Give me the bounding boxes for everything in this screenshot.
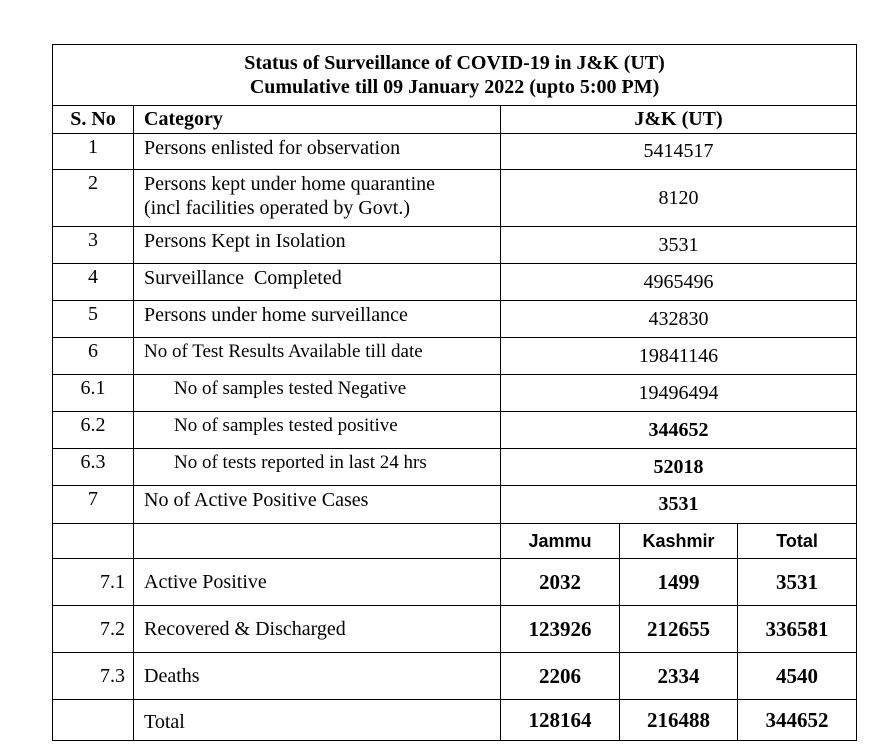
split-header-jammu: Jammu: [500, 523, 620, 559]
split-header-blank-sno: [52, 523, 134, 559]
row-value: 5414517: [499, 133, 858, 170]
row-jammu: 123926: [500, 605, 620, 653]
row-total: 3531: [736, 558, 858, 606]
row-category: No of Test Results Available till date: [133, 337, 501, 375]
row-sno: 7: [52, 485, 134, 524]
surveillance-table: Status of Surveillance of COVID-19 in J&…: [51, 44, 858, 741]
row-category: Persons enlisted for observation: [133, 133, 501, 170]
total-jammu: 128164: [500, 699, 620, 741]
total-label: Total: [133, 699, 501, 741]
title-row: Status of Surveillance of COVID-19 in J&…: [51, 44, 858, 106]
row-value: 4965496: [499, 263, 858, 301]
table-row: 4 Surveillance Completed 4965496: [52, 263, 858, 301]
row-value: 432830: [499, 300, 858, 338]
row-category: Persons kept under home quarantine (incl…: [133, 169, 501, 227]
row-category: No of Active Positive Cases: [133, 485, 501, 524]
split-header-blank-category: [133, 523, 501, 559]
row-sno: 1: [52, 133, 134, 170]
row-total: 4540: [736, 652, 858, 700]
row-category-line-2: (incl facilities operated by Govt.): [144, 197, 411, 219]
row-value: 52018: [499, 448, 858, 486]
row-jammu: 2206: [500, 652, 620, 700]
row-kashmir: 212655: [619, 605, 738, 653]
row-category-line-1: Persons kept under home quarantine: [144, 173, 436, 195]
table-row: 6.2 No of samples tested positive 344652: [52, 411, 858, 449]
row-total: 336581: [736, 605, 858, 653]
row-category: Surveillance Completed: [133, 263, 501, 301]
row-sno: 3: [52, 226, 134, 264]
header-row: S. No Category J&K (UT): [52, 105, 858, 134]
row-value: 8120: [499, 169, 858, 227]
row-sno: 7.2: [52, 605, 134, 653]
row-category: Persons under home surveillance: [133, 300, 501, 338]
row-sno: 6.1: [52, 374, 134, 412]
table-row: 3 Persons Kept in Isolation 3531: [52, 226, 858, 264]
row-jammu: 2032: [500, 558, 620, 606]
table-row: 1 Persons enlisted for observation 54145…: [52, 133, 858, 170]
row-sno: 4: [52, 263, 134, 301]
table-row: 7 No of Active Positive Cases 3531: [52, 485, 858, 524]
title-line-2: Cumulative till 09 January 2022 (upto 5:…: [249, 76, 660, 98]
covid-surveillance-report: Status of Surveillance of COVID-19 in J&…: [51, 44, 858, 741]
row-category: Persons Kept in Isolation: [133, 226, 501, 264]
row-value: 344652: [499, 411, 858, 449]
total-total: 344652: [736, 699, 858, 741]
split-row: 7.3 Deaths 2206 2334 4540: [52, 652, 858, 700]
table-row: 2 Persons kept under home quarantine (in…: [52, 169, 858, 227]
row-category: No of tests reported in last 24 hrs: [133, 448, 501, 486]
table-row: 5 Persons under home surveillance 432830: [52, 300, 858, 338]
split-row: 7.2 Recovered & Discharged 123926 212655…: [52, 605, 858, 653]
row-value: 19496494: [499, 374, 858, 412]
header-region: J&K (UT): [499, 105, 858, 134]
table-row: 6 No of Test Results Available till date…: [52, 337, 858, 375]
row-value: 3531: [499, 485, 858, 524]
split-row: 7.1 Active Positive 2032 1499 3531: [52, 558, 858, 606]
row-sno: 6.3: [52, 448, 134, 486]
header-sno: S. No: [52, 105, 134, 134]
row-category: No of samples tested positive: [133, 411, 501, 449]
row-category: Recovered & Discharged: [133, 605, 501, 653]
row-category: Active Positive: [133, 558, 501, 606]
row-category: No of samples tested Negative: [133, 374, 501, 412]
header-category: Category: [133, 105, 501, 134]
total-blank-sno: [52, 699, 134, 741]
split-header-kashmir: Kashmir: [619, 523, 738, 559]
row-sno: 5: [52, 300, 134, 338]
total-kashmir: 216488: [619, 699, 738, 741]
row-kashmir: 2334: [619, 652, 738, 700]
row-value: 19841146: [499, 337, 858, 375]
row-sno: 6: [52, 337, 134, 375]
table-row: 6.3 No of tests reported in last 24 hrs …: [52, 448, 858, 486]
split-header-total: Total: [736, 523, 858, 559]
row-value: 3531: [499, 226, 858, 264]
report-title: Status of Surveillance of COVID-19 in J&…: [51, 44, 858, 106]
total-row: Total 128164 216488 344652: [52, 699, 858, 741]
row-sno: 6.2: [52, 411, 134, 449]
table-row: 6.1 No of samples tested Negative 194964…: [52, 374, 858, 412]
row-sno: 7.1: [52, 558, 134, 606]
row-category: Deaths: [133, 652, 501, 700]
title-line-1: Status of Surveillance of COVID-19 in J&…: [244, 52, 665, 74]
row-kashmir: 1499: [619, 558, 738, 606]
row-sno: 2: [52, 169, 134, 227]
split-header-row: Jammu Kashmir Total: [52, 523, 858, 559]
row-sno: 7.3: [52, 652, 134, 700]
